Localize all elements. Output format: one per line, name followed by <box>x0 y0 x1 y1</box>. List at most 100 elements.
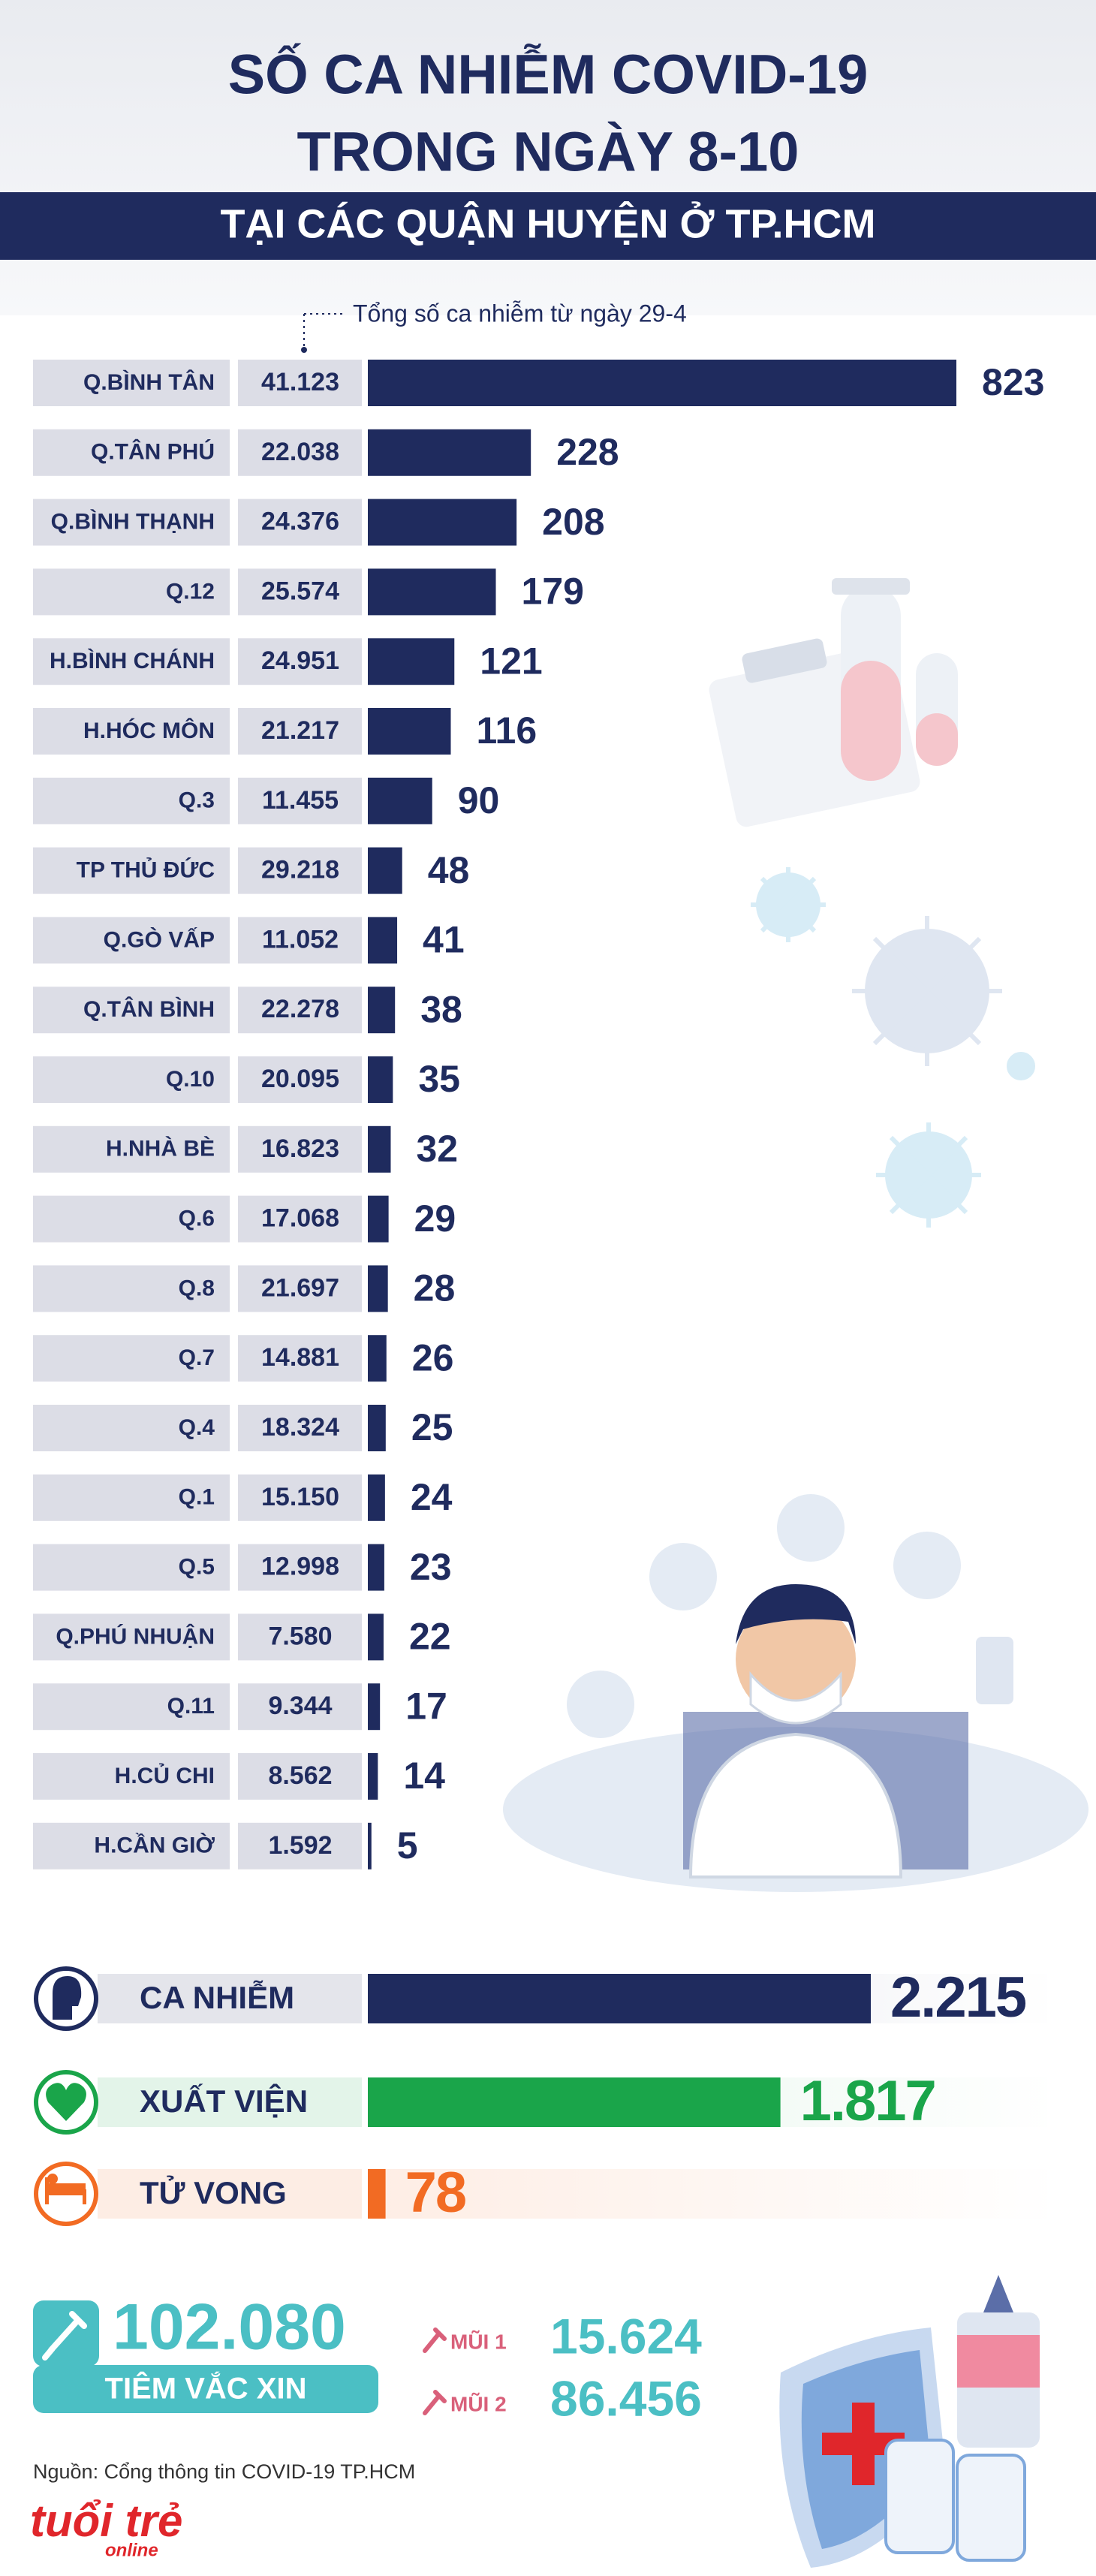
total-label: 24.376 <box>261 508 339 536</box>
total-box <box>238 499 362 546</box>
total-box <box>238 568 362 616</box>
value-label: 228 <box>556 431 619 473</box>
value-label: 32 <box>416 1128 458 1170</box>
total-label: 18.324 <box>261 1413 339 1442</box>
total-box <box>238 1822 362 1869</box>
title: SỐ CA NHIỄM COVID-19 <box>228 44 868 106</box>
category-box <box>33 1405 230 1451</box>
total-box <box>238 1544 362 1591</box>
total-label: 24.951 <box>261 646 339 675</box>
category-box <box>33 1613 230 1661</box>
total-box <box>238 1753 362 1800</box>
subtitle: TẠI CÁC QUẬN HUYỆN Ở TP.HCM <box>220 200 875 246</box>
source: Nguồn: Cổng thông tin COVID-19 TP.HCM <box>33 2460 415 2483</box>
dose-value: 86.456 <box>550 2370 702 2426</box>
category-label: Q.PHÚ NHUẬN <box>56 1623 215 1649</box>
category-box <box>33 1265 230 1312</box>
total-label: 15.150 <box>261 1483 339 1511</box>
bar <box>368 847 402 894</box>
total-box <box>238 638 362 685</box>
category-box <box>33 777 230 824</box>
value-label: 2.215 <box>890 1966 1026 2029</box>
total-label: 25.574 <box>261 577 339 605</box>
category-box <box>33 1056 230 1103</box>
category-box <box>33 1195 230 1243</box>
total-label: 1.592 <box>268 1831 332 1860</box>
annotation-dot <box>301 347 307 353</box>
bar <box>368 987 396 1034</box>
total-box <box>238 708 362 755</box>
value-label: 26 <box>412 1336 454 1378</box>
category-box <box>33 429 230 476</box>
summary-label: XUẤT VIỆN <box>140 2083 308 2119</box>
category-box <box>33 847 230 894</box>
decoration-doctor <box>503 1494 1088 1892</box>
total-box <box>238 1056 362 1103</box>
total-label: 29.218 <box>261 856 339 884</box>
value-label: 38 <box>420 988 462 1030</box>
bar <box>368 2077 781 2127</box>
icon-syringe <box>33 2300 99 2367</box>
category-label: Q.12 <box>166 579 215 604</box>
bar <box>368 1195 389 1243</box>
value-label: 29 <box>414 1198 456 1240</box>
plot: Q.BÌNH TÂN 41.123 823 Q.TÂN PHÚ 22.038 228 Q.B… <box>30 360 1058 2560</box>
value-label: 24 <box>411 1476 453 1518</box>
dose-icon <box>423 2327 447 2353</box>
category-label: H.BÌNH CHÁNH <box>50 648 215 673</box>
fade-bar <box>368 2169 1058 2219</box>
category-label: TP THỦ ĐỨC <box>77 857 215 883</box>
bar <box>368 638 455 685</box>
category-box <box>33 568 230 616</box>
category-label: H.CỦ CHI <box>115 1763 215 1788</box>
total-box <box>238 429 362 476</box>
total-box <box>238 1335 362 1382</box>
bar <box>368 777 432 824</box>
category-label: Q.7 <box>179 1345 215 1370</box>
total-label: 22.038 <box>261 438 339 466</box>
total-label: 20.095 <box>261 1065 339 1093</box>
logo: tuổi trẻ <box>30 2496 182 2546</box>
value-label: 17 <box>405 1685 447 1727</box>
summary-label: TỬ VONG <box>140 2174 287 2210</box>
bar <box>368 568 496 616</box>
value-label: 14 <box>403 1755 445 1797</box>
category-box <box>33 708 230 755</box>
total-box <box>238 1683 362 1731</box>
total-box <box>238 987 362 1034</box>
value-label: 25 <box>411 1406 453 1448</box>
category-label: Q.TÂN BÌNH <box>83 996 215 1022</box>
category-box <box>33 1822 230 1869</box>
category-label: H.CẦN GIỜ <box>94 1833 215 1858</box>
bar <box>368 1405 386 1451</box>
category-label: Q.5 <box>179 1555 215 1580</box>
value-label: 5 <box>397 1824 418 1866</box>
label-pill <box>98 2169 362 2219</box>
bar <box>368 1683 381 1731</box>
total-box <box>238 777 362 824</box>
title: TRONG NGÀY 8-10 <box>297 121 799 183</box>
total-label: 22.278 <box>261 995 339 1023</box>
label-pill <box>98 2077 362 2127</box>
value-label: 78 <box>405 2161 466 2225</box>
total-label: 14.881 <box>261 1343 339 1372</box>
bar <box>368 429 531 476</box>
value-label: 823 <box>982 361 1044 403</box>
category-box <box>33 1474 230 1521</box>
category-label: H.NHÀ BÈ <box>106 1136 215 1161</box>
value-label: 1.817 <box>800 2069 935 2133</box>
bar <box>368 708 451 755</box>
subtitle-band <box>0 192 1096 260</box>
bar <box>368 917 398 964</box>
category-box <box>33 1753 230 1800</box>
value-label: 35 <box>418 1058 460 1100</box>
total-label: 12.998 <box>261 1553 339 1581</box>
vaccine-label: TIÊM VẮC XIN <box>105 2371 307 2406</box>
header-background <box>0 0 1096 315</box>
total-label: 11.052 <box>262 925 339 954</box>
category-box <box>33 1335 230 1382</box>
bar <box>368 1125 391 1173</box>
category-box <box>33 1683 230 1731</box>
decoration-shield <box>779 2275 1040 2568</box>
total-box <box>238 847 362 894</box>
